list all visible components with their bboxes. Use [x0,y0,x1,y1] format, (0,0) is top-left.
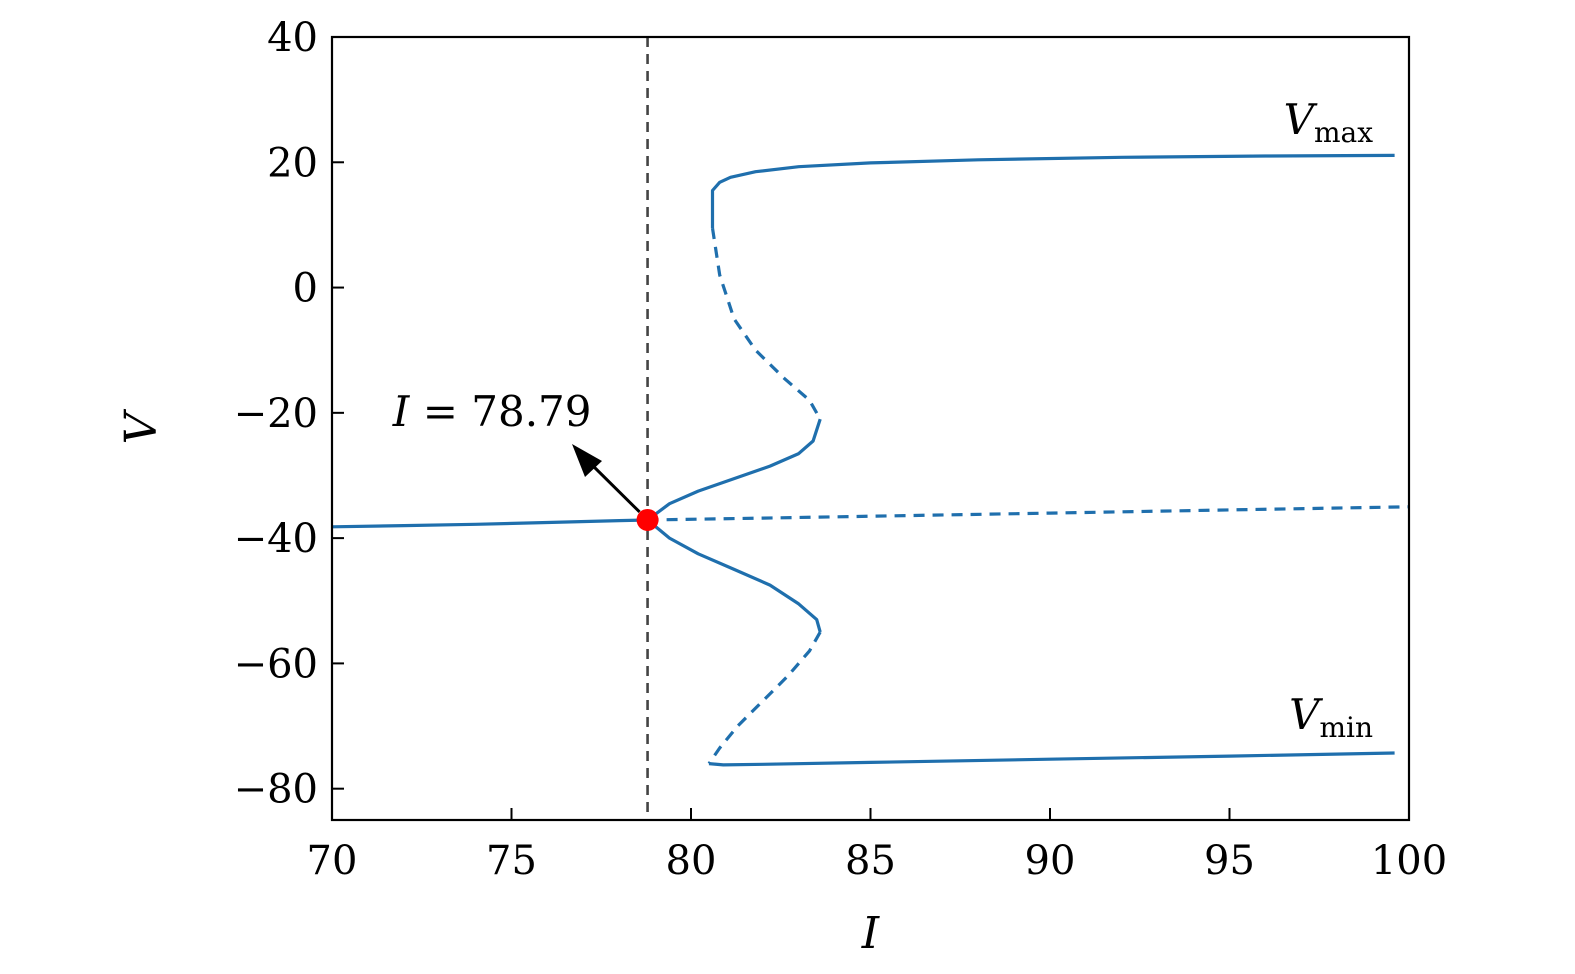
y-ticks: 40 20 0 −20 −40 −60 −80 [234,15,344,813]
series-layer [331,153,1410,767]
bifurcation-point [636,508,659,531]
series-line-min_upper_stable [646,518,822,633]
y-tick-label: −20 [234,391,318,437]
y-tick-label: 20 [267,140,318,186]
series-line-min_lower_stable [708,751,1395,767]
x-tick-label: 75 [486,838,537,884]
y-tick-label: −80 [234,767,318,813]
y-tick-label: 40 [267,15,318,61]
series-line-max_unstable [710,227,822,420]
x-tick-label: 100 [1371,838,1447,884]
y-tick-label: −60 [234,641,318,687]
branch-label-max: Vmax [1284,95,1374,149]
y-axis-label: V [116,408,167,444]
x-tick-label: 80 [666,838,717,884]
annotation-value: = 78.79 [409,387,591,436]
annotation-arrow [584,457,641,514]
x-tick-label: 90 [1025,838,1076,884]
y-tick-label: 0 [293,266,318,312]
series-line-rest_stable [331,518,648,529]
x-ticks: 70 75 80 85 90 95 100 [307,808,1447,884]
marker-layer [572,444,659,531]
y-tick-label: −40 [234,516,318,562]
series-line-max_lower_stable [646,418,822,522]
x-tick-label: 95 [1204,838,1255,884]
x-tick-label: 85 [845,838,896,884]
x-axis-label: I [861,908,881,959]
series-line-min_unstable [707,631,822,765]
bifurcation-annotation: I = 78.79 [392,387,592,436]
annotation-variable: I [392,387,411,436]
series-line-rest_unstable [647,505,1410,522]
x-tick-label: 70 [307,838,358,884]
branch-labels: Vmax Vmin [1284,95,1374,744]
branch-label-min: Vmin [1289,690,1373,744]
annotation-arrowhead [572,444,602,477]
series-line-max_upper_stable [710,153,1395,229]
